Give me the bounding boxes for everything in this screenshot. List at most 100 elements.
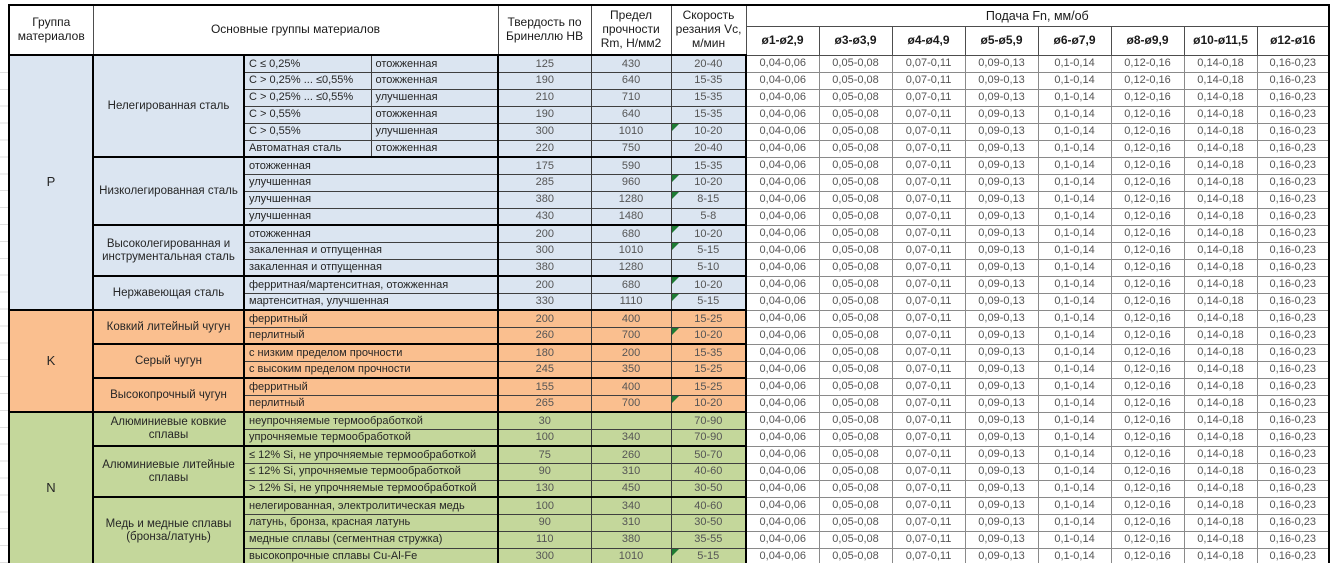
speed-cell[interactable]: 70-90: [670, 411, 748, 430]
material-subgroup-cell[interactable]: Нелегированная сталь: [92, 54, 245, 158]
header-speed[interactable]: Скорость резания Vc, м/мин: [670, 4, 747, 56]
feed-cell[interactable]: 0,07-0,11: [891, 190, 966, 209]
strength-cell[interactable]: 1010: [590, 122, 672, 141]
feed-cell[interactable]: 0,09-0,13: [964, 207, 1039, 226]
feed-cell[interactable]: 0,16-0,23: [1256, 343, 1330, 362]
feed-cell[interactable]: 0,14-0,18: [1183, 326, 1258, 345]
feed-cell[interactable]: 0,05-0,08: [818, 428, 893, 447]
feed-cell[interactable]: 0,07-0,11: [891, 445, 966, 464]
feed-cell[interactable]: 0,09-0,13: [964, 275, 1039, 294]
feed-cell[interactable]: 0,14-0,18: [1183, 190, 1258, 209]
material-subgroup-cell[interactable]: Нержавеющая сталь: [92, 275, 245, 311]
strength-cell[interactable]: 260: [590, 445, 672, 464]
feed-cell[interactable]: 0,04-0,06: [745, 326, 820, 345]
hardness-cell[interactable]: 180: [497, 343, 592, 362]
feed-cell[interactable]: 0,1-0,14: [1037, 343, 1112, 362]
feed-cell[interactable]: 0,04-0,06: [745, 139, 820, 158]
feed-cell[interactable]: 0,14-0,18: [1183, 462, 1258, 481]
speed-cell[interactable]: 10-20: [670, 122, 748, 141]
feed-cell[interactable]: 0,09-0,13: [964, 343, 1039, 362]
feed-cell[interactable]: 0,09-0,13: [964, 428, 1039, 447]
feed-cell[interactable]: 0,04-0,06: [745, 71, 820, 90]
feed-cell[interactable]: 0,07-0,11: [891, 173, 966, 192]
feed-cell[interactable]: 0,04-0,06: [745, 479, 820, 498]
feed-cell[interactable]: 0,16-0,23: [1256, 377, 1330, 396]
feed-cell[interactable]: 0,12-0,16: [1110, 394, 1185, 413]
spec-cell[interactable]: C > 0,55%: [243, 105, 372, 124]
feed-cell[interactable]: 0,14-0,18: [1183, 105, 1258, 124]
feed-cell[interactable]: 0,16-0,23: [1256, 122, 1330, 141]
header-material-group[interactable]: Группа материалов: [8, 4, 94, 56]
feed-cell[interactable]: 0,12-0,16: [1110, 411, 1185, 430]
feed-cell[interactable]: 0,14-0,18: [1183, 411, 1258, 430]
feed-cell[interactable]: 0,09-0,13: [964, 88, 1039, 107]
feed-cell[interactable]: 0,09-0,13: [964, 156, 1039, 175]
feed-cell[interactable]: 0,09-0,13: [964, 258, 1039, 277]
feed-cell[interactable]: 0,16-0,23: [1256, 224, 1330, 243]
feed-cell[interactable]: 0,09-0,13: [964, 190, 1039, 209]
spec-cell[interactable]: нелегированная, электролитическая медь: [243, 496, 500, 515]
speed-cell[interactable]: 5-15: [670, 241, 748, 260]
feed-cell[interactable]: 0,1-0,14: [1037, 530, 1112, 549]
feed-cell[interactable]: 0,14-0,18: [1183, 445, 1258, 464]
hardness-cell[interactable]: 380: [497, 190, 592, 209]
feed-cell[interactable]: 0,04-0,06: [745, 411, 820, 430]
feed-cell[interactable]: 0,12-0,16: [1110, 513, 1185, 532]
feed-cell[interactable]: 0,09-0,13: [964, 292, 1039, 311]
feed-cell[interactable]: 0,16-0,23: [1256, 462, 1330, 481]
feed-cell[interactable]: 0,14-0,18: [1183, 139, 1258, 158]
strength-cell[interactable]: 450: [590, 479, 672, 498]
header-strength[interactable]: Предел прочности Rm, Н/мм2: [590, 4, 672, 56]
feed-cell[interactable]: 0,12-0,16: [1110, 479, 1185, 498]
hardness-cell[interactable]: 300: [497, 547, 592, 563]
speed-cell[interactable]: 40-60: [670, 496, 748, 515]
speed-cell[interactable]: 15-35: [670, 71, 748, 90]
feed-cell[interactable]: 0,09-0,13: [964, 326, 1039, 345]
feed-cell[interactable]: 0,04-0,06: [745, 513, 820, 532]
feed-cell[interactable]: 0,14-0,18: [1183, 156, 1258, 175]
feed-cell[interactable]: 0,04-0,06: [745, 105, 820, 124]
feed-cell[interactable]: 0,07-0,11: [891, 479, 966, 498]
spec-cell[interactable]: с высоким пределом прочности: [243, 360, 500, 379]
feed-cell[interactable]: 0,14-0,18: [1183, 428, 1258, 447]
feed-cell[interactable]: 0,1-0,14: [1037, 462, 1112, 481]
feed-cell[interactable]: 0,12-0,16: [1110, 207, 1185, 226]
feed-cell[interactable]: 0,07-0,11: [891, 377, 966, 396]
feed-cell[interactable]: 0,12-0,16: [1110, 156, 1185, 175]
feed-cell[interactable]: 0,12-0,16: [1110, 547, 1185, 563]
feed-cell[interactable]: 0,12-0,16: [1110, 241, 1185, 260]
feed-cell[interactable]: 0,16-0,23: [1256, 241, 1330, 260]
feed-cell[interactable]: 0,12-0,16: [1110, 462, 1185, 481]
speed-cell[interactable]: 5-10: [670, 258, 748, 277]
feed-cell[interactable]: 0,1-0,14: [1037, 88, 1112, 107]
spec-cell[interactable]: неупрочняемые термообработкой: [243, 411, 500, 430]
spec-cell[interactable]: закаленная и отпущенная: [243, 258, 500, 277]
feed-cell[interactable]: 0,04-0,06: [745, 377, 820, 396]
speed-cell[interactable]: 10-20: [670, 326, 748, 345]
feed-cell[interactable]: 0,04-0,06: [745, 275, 820, 294]
feed-cell[interactable]: 0,05-0,08: [818, 139, 893, 158]
strength-cell[interactable]: 380: [590, 530, 672, 549]
feed-cell[interactable]: 0,16-0,23: [1256, 496, 1330, 515]
hardness-cell[interactable]: 30: [497, 411, 592, 430]
feed-cell[interactable]: 0,12-0,16: [1110, 122, 1185, 141]
spec-cell[interactable]: C ≤ 0,25%: [243, 54, 372, 73]
strength-cell[interactable]: 1480: [590, 207, 672, 226]
spec-cell[interactable]: Автоматная сталь: [243, 139, 372, 158]
strength-cell[interactable]: 340: [590, 496, 672, 515]
feed-cell[interactable]: 0,16-0,23: [1256, 394, 1330, 413]
hardness-cell[interactable]: 155: [497, 377, 592, 396]
speed-cell[interactable]: 30-50: [670, 513, 748, 532]
feed-cell[interactable]: 0,05-0,08: [818, 292, 893, 311]
feed-cell[interactable]: 0,07-0,11: [891, 309, 966, 328]
header-feed-range-7[interactable]: ø10-ø11,5: [1183, 25, 1258, 56]
strength-cell[interactable]: 640: [590, 71, 672, 90]
state-cell[interactable]: отожженная: [370, 54, 500, 73]
feed-cell[interactable]: 0,14-0,18: [1183, 241, 1258, 260]
feed-cell[interactable]: 0,04-0,06: [745, 496, 820, 515]
header-feed-range-3[interactable]: ø4-ø4,9: [891, 25, 966, 56]
speed-cell[interactable]: 10-20: [670, 173, 748, 192]
feed-cell[interactable]: 0,16-0,23: [1256, 258, 1330, 277]
speed-cell[interactable]: 5-15: [670, 292, 748, 311]
feed-cell[interactable]: 0,05-0,08: [818, 360, 893, 379]
